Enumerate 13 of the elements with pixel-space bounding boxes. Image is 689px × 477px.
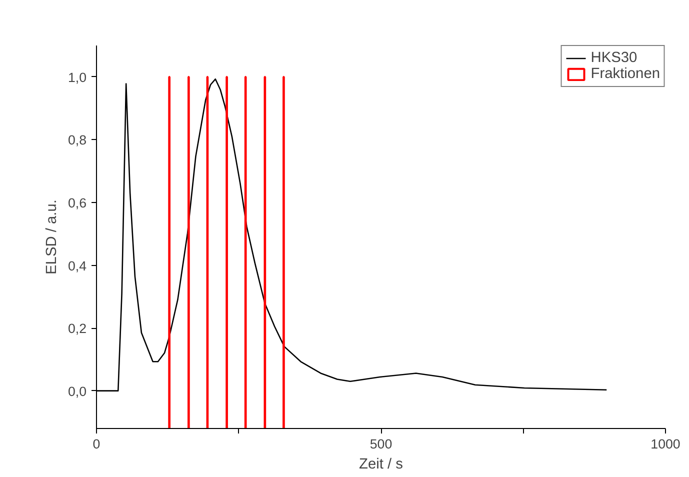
- y-tick-label: 0,0: [68, 384, 87, 399]
- y-tick-label: 0,8: [68, 132, 87, 148]
- y-tick-label: 0,4: [68, 258, 88, 274]
- y-tick-label: 0,2: [68, 321, 87, 336]
- y-axis-title: ELSD / a.u.: [44, 200, 60, 274]
- x-tick-label: 0: [92, 436, 100, 452]
- y-tick-label: 1,0: [68, 70, 87, 85]
- y-tick-label: 0,6: [68, 195, 87, 210]
- legend-label: HKS30: [590, 50, 638, 66]
- x-tick-label: 1000: [650, 436, 680, 452]
- x-axis-title: Zeit / s: [359, 456, 403, 472]
- x-tick-label: 500: [370, 436, 392, 452]
- legend-label: Fraktionen: [590, 66, 660, 82]
